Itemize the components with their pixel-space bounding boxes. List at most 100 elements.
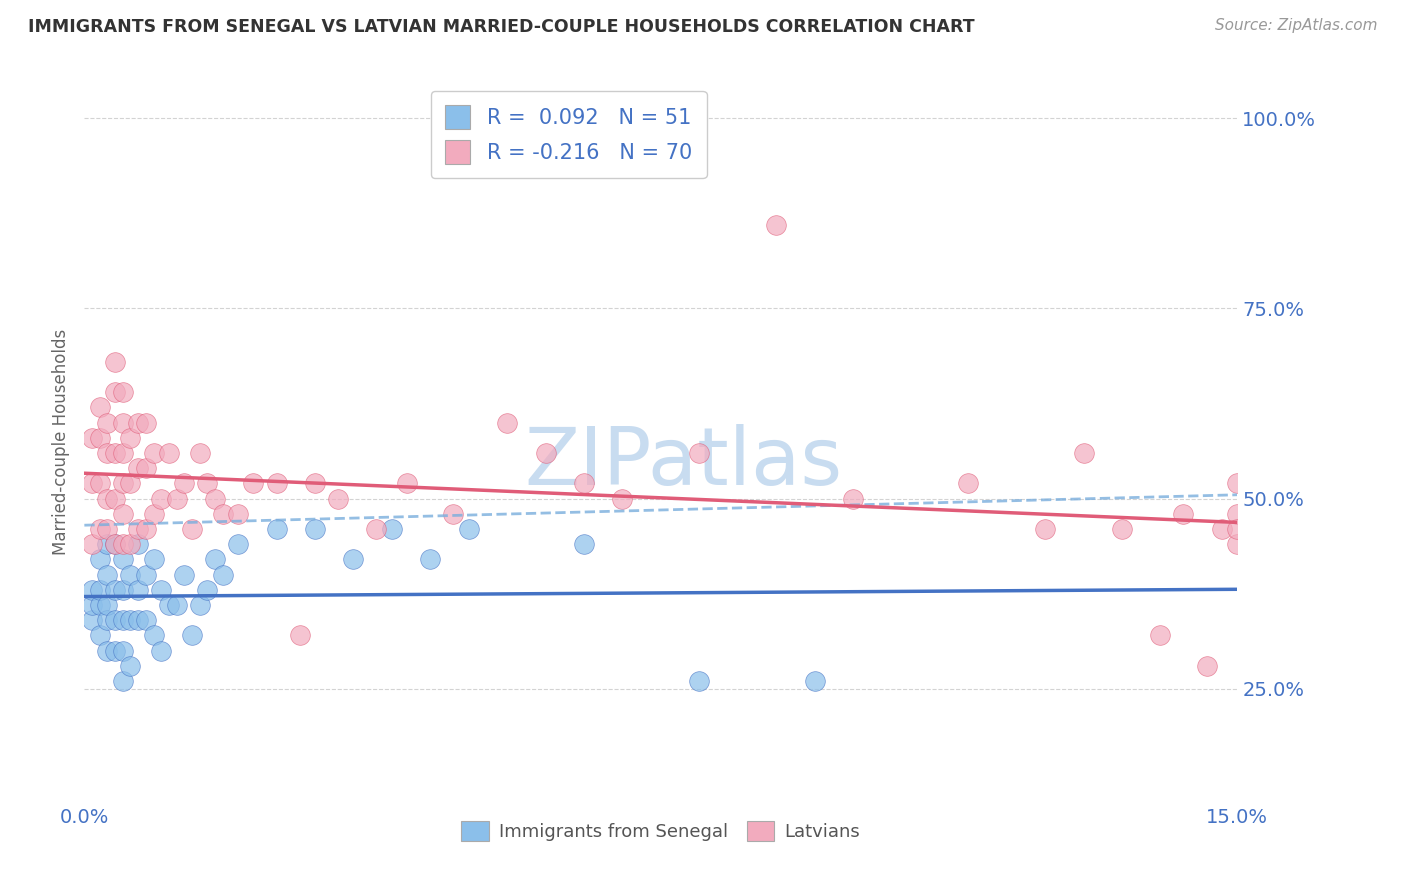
Point [396,476,419,491]
Point [188,446,211,460]
Y-axis label: Married-couple Households: Married-couple Households [52,328,70,555]
Point [120,613,142,627]
Point [612,491,634,506]
Point [111,476,134,491]
Point [80,431,103,445]
Point [80,613,103,627]
Point [142,446,165,460]
Point [111,613,134,627]
Point [104,537,127,551]
Point [195,476,218,491]
Point [127,522,149,536]
Point [89,552,111,566]
Point [111,582,134,597]
Point [304,476,326,491]
Point [1211,522,1233,536]
Point [1226,522,1249,536]
Point [96,446,118,460]
Point [1226,537,1249,551]
Point [496,416,519,430]
Point [111,643,134,657]
Point [89,431,111,445]
Point [242,476,264,491]
Point [803,674,825,689]
Point [104,491,127,506]
Point [89,582,111,597]
Point [135,613,157,627]
Point [111,385,134,400]
Point [1226,476,1249,491]
Point [96,522,118,536]
Text: IMMIGRANTS FROM SENEGAL VS LATVIAN MARRIED-COUPLE HOUSEHOLDS CORRELATION CHART: IMMIGRANTS FROM SENEGAL VS LATVIAN MARRI… [28,18,974,36]
Point [204,552,226,566]
Point [226,507,249,521]
Point [842,491,865,506]
Point [441,507,464,521]
Point [1173,507,1195,521]
Point [157,446,180,460]
Point [127,537,149,551]
Point [181,628,204,642]
Point [89,401,111,415]
Point [204,491,226,506]
Legend: Immigrants from Senegal, Latvians: Immigrants from Senegal, Latvians [454,814,868,848]
Point [135,416,157,430]
Point [366,522,388,536]
Point [211,507,233,521]
Point [120,567,142,582]
Point [104,613,127,627]
Point [150,582,173,597]
Point [266,476,288,491]
Point [457,522,479,536]
Point [1073,446,1095,460]
Point [96,643,118,657]
Point [104,446,127,460]
Point [96,598,118,612]
Point [326,491,349,506]
Point [181,522,204,536]
Point [688,674,710,689]
Point [120,659,142,673]
Point [1111,522,1133,536]
Point [1033,522,1056,536]
Point [80,476,103,491]
Point [89,522,111,536]
Text: ZIPatlas: ZIPatlas [524,425,844,502]
Point [135,461,157,475]
Point [150,643,173,657]
Point [80,537,103,551]
Point [120,431,142,445]
Point [1226,507,1249,521]
Point [127,461,149,475]
Point [89,598,111,612]
Point [127,416,149,430]
Point [173,567,195,582]
Point [572,476,595,491]
Point [104,537,127,551]
Point [688,446,710,460]
Point [211,567,233,582]
Point [120,476,142,491]
Point [173,476,195,491]
Point [104,643,127,657]
Point [96,537,118,551]
Point [89,476,111,491]
Point [127,582,149,597]
Point [957,476,980,491]
Point [226,537,249,551]
Point [1149,628,1171,642]
Point [342,552,364,566]
Point [188,598,211,612]
Point [120,537,142,551]
Point [150,491,173,506]
Point [104,385,127,400]
Text: Source: ZipAtlas.com: Source: ZipAtlas.com [1215,18,1378,33]
Point [288,628,311,642]
Point [142,507,165,521]
Point [381,522,404,536]
Point [96,416,118,430]
Point [96,491,118,506]
Point [111,507,134,521]
Point [96,567,118,582]
Point [104,582,127,597]
